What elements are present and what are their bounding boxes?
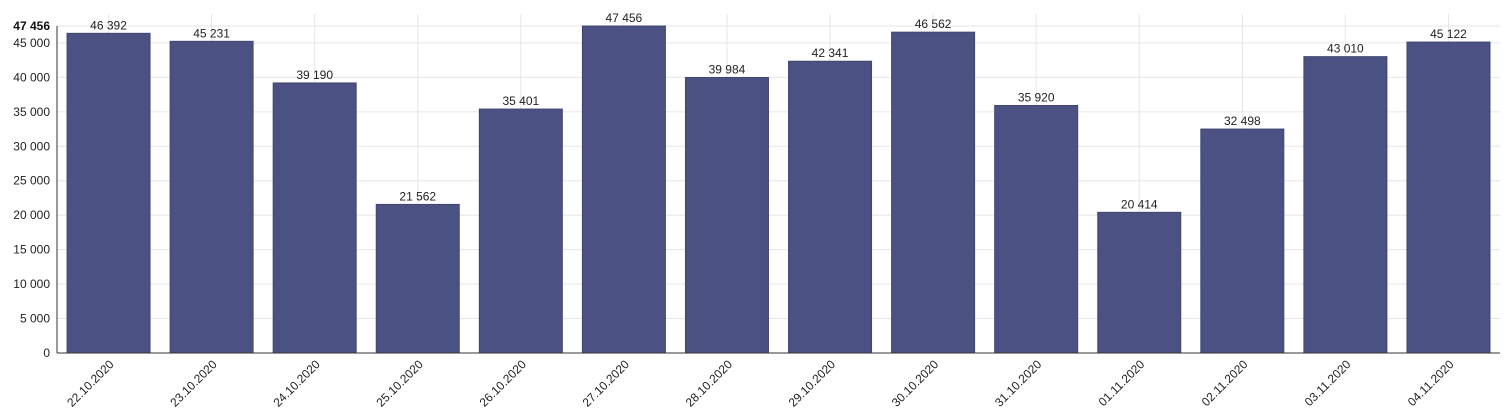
x-tick-label: 22.10.2020 — [64, 357, 117, 410]
bar-value-label: 35 401 — [502, 94, 539, 108]
bar-value-label: 46 562 — [915, 17, 952, 31]
bars — [66, 25, 1491, 354]
y-tick-label: 5 000 — [20, 312, 50, 326]
bar — [272, 82, 357, 354]
y-tick-label: 15 000 — [13, 243, 50, 257]
y-tick-label: 0 — [43, 346, 50, 360]
x-tick-label: 04.11.2020 — [1405, 357, 1457, 409]
x-tick-label: 02.11.2020 — [1199, 357, 1251, 409]
x-tick-label: 25.10.2020 — [374, 357, 427, 410]
axes — [56, 26, 1500, 354]
bar-value-label: 35 920 — [1018, 90, 1055, 104]
bar-value-label: 20 414 — [1121, 197, 1158, 211]
bar — [169, 40, 254, 354]
bar-value-label: 39 984 — [709, 62, 746, 76]
bar-value-label: 43 010 — [1327, 42, 1364, 56]
bar-value-label: 47 456 — [606, 11, 643, 25]
x-tick-label: 28.10.2020 — [683, 357, 736, 410]
bar — [1406, 41, 1491, 354]
bar — [788, 60, 873, 354]
y-tick-label: 30 000 — [13, 139, 50, 153]
x-tick-label: 29.10.2020 — [786, 357, 839, 410]
x-tick-label: 26.10.2020 — [477, 357, 530, 410]
bar-value-label: 45 231 — [193, 26, 230, 40]
y-tick-label: 10 000 — [13, 277, 50, 291]
bar-value-label: 21 562 — [399, 189, 436, 203]
y-tick-label: 40 000 — [13, 70, 50, 84]
bar-value-label: 42 341 — [812, 46, 849, 60]
bar — [66, 32, 151, 354]
bar-value-label: 45 122 — [1430, 27, 1467, 41]
bar — [891, 31, 976, 354]
bar — [581, 25, 666, 354]
x-tick-label: 30.10.2020 — [889, 357, 942, 410]
y-tick-label: 25 000 — [13, 174, 50, 188]
y-tick-label: 20 000 — [13, 208, 50, 222]
bar — [1200, 128, 1285, 354]
bar — [1303, 56, 1388, 354]
x-tick-label: 31.10.2020 — [992, 357, 1045, 410]
y-tick-label: 45 000 — [13, 36, 50, 50]
x-tick-label: 24.10.2020 — [270, 357, 323, 410]
bar-value-label: 32 498 — [1224, 114, 1261, 128]
bar — [478, 108, 563, 354]
x-tick-label: 23.10.2020 — [167, 357, 220, 410]
y-max-label: 47 456 — [13, 19, 50, 33]
bar-value-label: 46 392 — [90, 18, 127, 32]
bar — [994, 104, 1079, 354]
x-tick-label: 01.11.2020 — [1096, 357, 1148, 409]
x-tick-label: 27.10.2020 — [580, 357, 633, 410]
bar — [1097, 211, 1182, 354]
x-tick-label: 03.11.2020 — [1302, 357, 1354, 409]
bar — [684, 76, 769, 354]
y-tick-label: 35 000 — [13, 105, 50, 119]
bar-value-label: 39 190 — [296, 68, 333, 82]
bar — [375, 203, 460, 354]
